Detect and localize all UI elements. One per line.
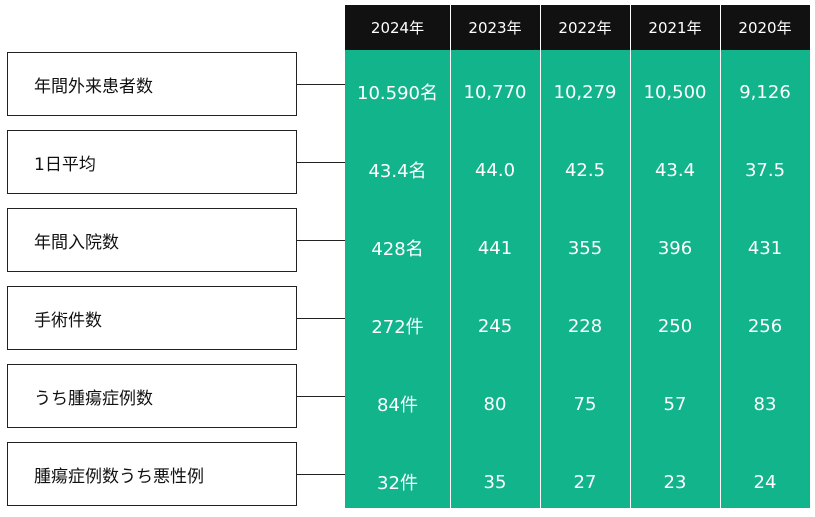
table-cell: 256 (747, 315, 783, 337)
column-header: 2024年 (345, 5, 450, 50)
connector-line (297, 396, 345, 397)
table-cell: 272件 (371, 317, 424, 338)
table-cell: 75 (573, 393, 597, 415)
table-cell: 10,770 (463, 81, 527, 103)
table-cell: 42.5 (564, 159, 606, 181)
row-label: 1日平均 (7, 130, 297, 194)
connector-line (297, 474, 345, 475)
column-separator (720, 5, 721, 508)
table-cell: 44.0 (474, 159, 516, 181)
table-cell: 80 (483, 393, 507, 415)
table-cell: 228 (567, 315, 603, 337)
table-cell: 10,500 (643, 81, 707, 103)
column-header: 2020年 (720, 5, 810, 50)
table-cell: 428名 (371, 239, 424, 260)
connector-line (297, 162, 345, 163)
table-cell: 57 (663, 393, 687, 415)
connector-line (297, 84, 345, 85)
table-cell: 23 (663, 471, 687, 493)
column-separator (630, 5, 631, 508)
column-separator (540, 5, 541, 508)
row-label: うち腫瘍症例数 (7, 364, 297, 428)
table-cell: 37.5 (744, 159, 786, 181)
data-area (345, 50, 810, 508)
column-header: 2021年 (630, 5, 720, 50)
column-separator (450, 5, 451, 508)
table-cell: 9,126 (739, 81, 791, 103)
table-cell: 396 (657, 237, 693, 259)
connector-line (297, 240, 345, 241)
table-cell: 10,279 (553, 81, 617, 103)
table-cell: 10.590名 (357, 83, 438, 104)
row-label: 手術件数 (7, 286, 297, 350)
table-cell: 441 (477, 237, 513, 259)
table-cell: 431 (747, 237, 783, 259)
table-cell: 84件 (377, 395, 418, 416)
table-cell: 83 (753, 393, 777, 415)
table-cell: 35 (483, 471, 507, 493)
table-cell: 43.4名 (368, 161, 427, 182)
table-cell: 27 (573, 471, 597, 493)
table-cell: 24 (753, 471, 777, 493)
row-label: 年間入院数 (7, 208, 297, 272)
connector-line (297, 318, 345, 319)
table-cell: 355 (567, 237, 603, 259)
row-label: 腫瘍症例数うち悪性例 (7, 442, 297, 506)
table-cell: 245 (477, 315, 513, 337)
table-cell: 32件 (377, 473, 418, 494)
table-cell: 250 (657, 315, 693, 337)
row-label: 年間外来患者数 (7, 52, 297, 116)
table-cell: 43.4 (654, 159, 696, 181)
column-header: 2022年 (540, 5, 630, 50)
column-header: 2023年 (450, 5, 540, 50)
